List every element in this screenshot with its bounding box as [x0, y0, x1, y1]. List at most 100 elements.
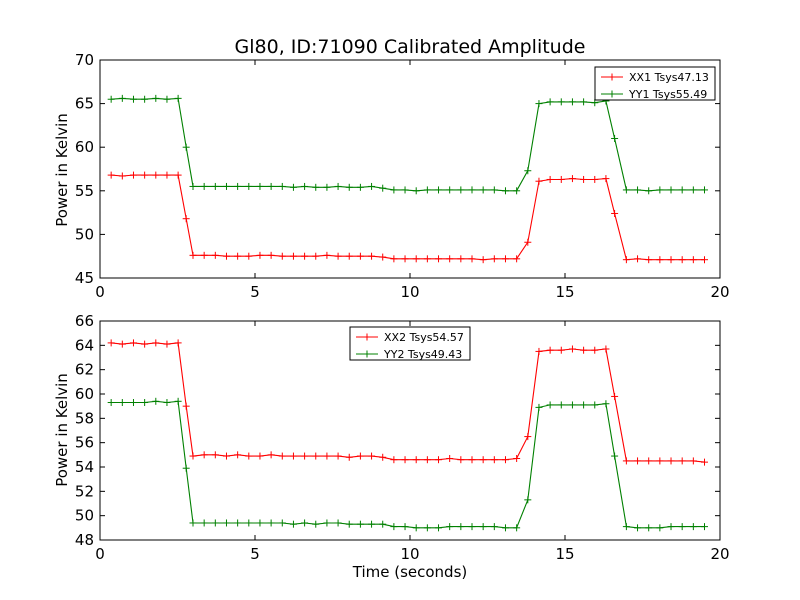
data-point: [435, 186, 443, 194]
data-point: [390, 255, 398, 263]
x-tick-label: 15: [555, 283, 574, 301]
data-point: [490, 456, 498, 464]
data-point: [689, 186, 697, 194]
data-point: [689, 523, 697, 531]
data-point: [435, 456, 443, 464]
data-point: [278, 452, 286, 460]
data-point: [479, 456, 487, 464]
data-point: [189, 182, 197, 190]
data-point: [689, 457, 697, 465]
data-point: [568, 401, 576, 409]
y-tick-label: 66: [75, 312, 94, 330]
data-point: [622, 256, 630, 264]
data-point: [524, 433, 532, 441]
data-point: [163, 399, 171, 407]
data-point: [356, 183, 364, 191]
data-point: [256, 182, 264, 190]
data-point: [701, 458, 708, 466]
legend-item: XX1 Tsys47.13: [601, 71, 709, 84]
data-point: [602, 400, 610, 408]
data-point: [323, 183, 331, 191]
data-point: [701, 256, 708, 264]
data-point: [435, 255, 443, 263]
legend: XX1 Tsys47.13 YY1 Tsys55.49: [594, 66, 716, 101]
data-point: [323, 452, 331, 460]
data-point: [245, 519, 253, 527]
y-tick-label: 50: [75, 225, 94, 243]
data-point: [401, 456, 409, 464]
data-point: [141, 399, 149, 407]
data-point: [289, 252, 297, 260]
data-point: [557, 346, 565, 354]
data-point: [591, 401, 599, 409]
data-point: [546, 401, 554, 409]
data-point: [468, 186, 476, 194]
data-point: [189, 452, 197, 460]
data-point: [312, 520, 320, 528]
data-point: [656, 186, 664, 194]
x-tick-label: 5: [250, 283, 260, 301]
data-point: [289, 520, 297, 528]
data-point: [141, 95, 149, 103]
data-point: [129, 339, 137, 347]
data-point: [107, 171, 115, 179]
data-point: [667, 256, 675, 264]
data-point: [535, 403, 543, 411]
x-tick-label: 10: [400, 283, 419, 301]
data-point: [278, 252, 286, 260]
data-point: [656, 457, 664, 465]
data-point: [323, 519, 331, 527]
data-point: [289, 183, 297, 191]
legend-label: YY1 Tsys55.49: [628, 88, 707, 101]
data-point: [211, 182, 219, 190]
data-point: [182, 215, 190, 223]
data-point: [546, 98, 554, 106]
data-point: [446, 186, 454, 194]
y-tick-label: 64: [75, 336, 94, 354]
data-point: [118, 399, 126, 407]
data-point: [634, 255, 642, 263]
data-point: [189, 251, 197, 259]
data-point: [457, 255, 465, 263]
data-point: [152, 94, 160, 102]
y-tick-label: 48: [75, 531, 94, 549]
data-point: [118, 340, 126, 348]
y-tick-label: 65: [75, 95, 94, 113]
data-point: [267, 519, 275, 527]
data-point: [667, 457, 675, 465]
data-point: [368, 452, 376, 460]
data-point: [189, 519, 197, 527]
legend-label: YY2 Tsys49.43: [383, 348, 462, 361]
data-point: [174, 171, 182, 179]
data-point: [611, 452, 619, 460]
data-point: [524, 496, 532, 504]
data-point: [678, 523, 686, 531]
data-point: [278, 519, 286, 527]
data-point: [423, 255, 431, 263]
y-tick-label: 45: [75, 269, 94, 287]
data-point: [267, 182, 275, 190]
data-point: [301, 252, 309, 260]
data-point: [656, 524, 664, 532]
data-point: [423, 186, 431, 194]
y-tick-label: 70: [75, 51, 94, 69]
data-point: [513, 524, 521, 532]
data-point: [645, 187, 653, 195]
data-point: [611, 209, 619, 217]
data-point: [580, 98, 588, 106]
data-point: [334, 452, 342, 460]
data-point: [446, 454, 454, 462]
data-point: [174, 397, 182, 405]
data-point: [501, 187, 509, 195]
data-point: [634, 524, 642, 532]
data-point: [245, 252, 253, 260]
data-point: [118, 172, 126, 180]
data-point: [200, 251, 208, 259]
data-point: [423, 456, 431, 464]
data-point: [234, 519, 242, 527]
legend-label: XX2 Tsys54.57: [384, 331, 464, 344]
data-point: [356, 520, 364, 528]
data-point: [222, 452, 230, 460]
data-point: [412, 524, 420, 532]
